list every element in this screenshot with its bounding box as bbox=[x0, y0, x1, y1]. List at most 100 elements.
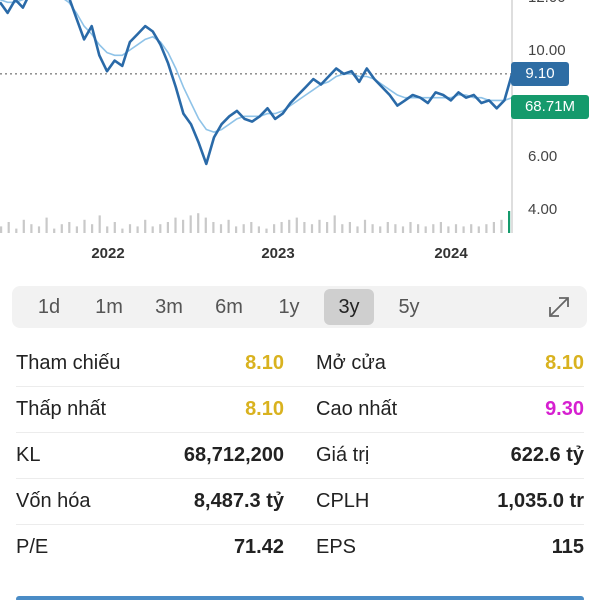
volume-bar bbox=[371, 224, 374, 233]
open-price-label: Mở cửa bbox=[316, 352, 386, 374]
divider bbox=[16, 524, 584, 525]
volume-bar bbox=[318, 219, 321, 233]
volume-bar bbox=[295, 217, 298, 233]
volume-bar bbox=[174, 217, 177, 233]
volume-bar bbox=[424, 226, 427, 233]
volume-bar bbox=[273, 224, 276, 233]
trade-value-value: 622.6 tỷ bbox=[510, 444, 584, 466]
volume-bar bbox=[83, 219, 86, 233]
volume-tag: 68.71M bbox=[511, 95, 589, 119]
divider bbox=[16, 478, 584, 479]
volume-bar bbox=[75, 226, 78, 233]
eps-label: EPS bbox=[316, 536, 357, 558]
volume-bar bbox=[394, 224, 397, 233]
y-tick-label: 4.00 bbox=[528, 201, 557, 218]
volume-bar bbox=[348, 222, 351, 233]
volume-bar bbox=[257, 226, 260, 233]
volume-bar bbox=[356, 226, 359, 233]
volume-bar bbox=[68, 222, 71, 233]
low-price-value: 8.10 bbox=[245, 398, 284, 420]
x-tick-label: 2024 bbox=[434, 245, 468, 262]
volume-value: 68,712,200 bbox=[183, 444, 284, 466]
x-tick-label: 2022 bbox=[91, 245, 124, 262]
low-price-label: Thấp nhất bbox=[16, 398, 107, 420]
market-cap-label: Vốn hóa bbox=[16, 490, 91, 512]
volume-bar bbox=[91, 224, 94, 233]
stats-row: Vốn hóa 8,487.3 tỷ CPLH 1,035.0 tr bbox=[0, 478, 600, 524]
volume-bar bbox=[159, 224, 162, 233]
volume-bar bbox=[128, 224, 132, 233]
price-line bbox=[0, 0, 514, 166]
y-tick-label: 10.00 bbox=[528, 42, 566, 59]
moving-average-line bbox=[0, 0, 513, 133]
volume-bar bbox=[401, 226, 405, 233]
volume-bar bbox=[204, 217, 207, 233]
volume-bar bbox=[182, 219, 185, 233]
expand-icon-svg bbox=[549, 297, 569, 317]
x-axis-ticks: 2022 2023 2024 bbox=[91, 245, 468, 262]
y-tick-label: 6.00 bbox=[528, 148, 557, 165]
pe-ratio-label: P/E bbox=[16, 536, 49, 558]
range-button-1y[interactable]: 1y bbox=[278, 295, 300, 318]
volume-bar bbox=[500, 219, 503, 233]
volume-bar bbox=[265, 228, 268, 233]
volume-bar bbox=[22, 219, 25, 233]
divider bbox=[16, 432, 584, 433]
price-chart[interactable]: 12.00 10.00 6.00 4.00 2022 2023 2024 9.10 68.… bbox=[0, 0, 600, 265]
stats-row: Thấp nhất 8.10 Cao nhất 9.30 bbox=[0, 386, 600, 432]
volume-bar bbox=[242, 224, 245, 233]
reference-price-value: 8.10 bbox=[245, 352, 284, 374]
volume-bar bbox=[288, 219, 291, 233]
volume-bar bbox=[53, 228, 56, 233]
stats-row: KL 68,712,200 Giá trị 622.6 tỷ bbox=[0, 432, 600, 478]
shares-outstanding-label: CPLH bbox=[316, 490, 370, 512]
range-button-1d[interactable]: 1d bbox=[37, 295, 61, 318]
expand-icon[interactable] bbox=[545, 293, 573, 321]
range-button-3y[interactable]: 3y bbox=[324, 289, 374, 325]
volume-bar bbox=[37, 226, 41, 233]
volume-bar bbox=[363, 219, 367, 233]
volume-bar bbox=[470, 224, 473, 233]
volume-bar bbox=[447, 226, 450, 233]
price-chart-svg[interactable]: 12.00 10.00 6.00 4.00 2022 2023 2024 bbox=[0, 0, 600, 265]
trade-value-label: Giá trị bbox=[316, 444, 370, 466]
volume-bar bbox=[462, 226, 465, 233]
volume-bar bbox=[508, 211, 511, 233]
volume-label: KL bbox=[16, 444, 41, 466]
volume-bar bbox=[121, 228, 124, 233]
stats-row: Tham chiếu 8.10 Mở cửa 8.10 bbox=[0, 340, 600, 386]
volume-bar bbox=[7, 222, 10, 233]
volume-bar bbox=[409, 222, 412, 233]
y-axis-ticks: 12.00 10.00 6.00 4.00 bbox=[528, 0, 566, 218]
volume-bar bbox=[219, 224, 223, 233]
volume-bar bbox=[417, 224, 420, 233]
volume-bar bbox=[386, 222, 389, 233]
volume-bar bbox=[326, 222, 329, 233]
volume-bar bbox=[151, 226, 154, 233]
reference-price-label: Tham chiếu bbox=[16, 352, 121, 374]
volume-bar bbox=[113, 222, 116, 233]
range-button-1m[interactable]: 1m bbox=[95, 295, 123, 318]
volume-bar bbox=[144, 219, 147, 233]
pe-ratio-value: 71.42 bbox=[233, 536, 284, 558]
range-button-3m[interactable]: 3m bbox=[155, 295, 183, 318]
range-button-5y[interactable]: 5y bbox=[398, 295, 420, 318]
volume-bar bbox=[227, 219, 230, 233]
range-button-6m[interactable]: 6m bbox=[215, 295, 243, 318]
volume-bar bbox=[136, 226, 139, 233]
high-price-value: 9.30 bbox=[545, 398, 584, 420]
volume-bar bbox=[166, 222, 169, 233]
high-price-label: Cao nhất bbox=[316, 398, 398, 420]
volume-bar bbox=[0, 226, 3, 233]
volume-bar bbox=[106, 226, 109, 233]
volume-bar bbox=[212, 222, 215, 233]
volume-bar bbox=[189, 215, 192, 233]
volume-bar bbox=[432, 224, 435, 233]
x-tick-label: 2023 bbox=[261, 245, 294, 262]
volume-bar bbox=[485, 224, 488, 233]
volume-bar bbox=[333, 215, 336, 233]
volume-bar bbox=[45, 217, 48, 233]
volume-bar bbox=[492, 222, 495, 233]
volume-bar bbox=[280, 222, 283, 233]
bottom-action-bar[interactable] bbox=[16, 596, 584, 600]
